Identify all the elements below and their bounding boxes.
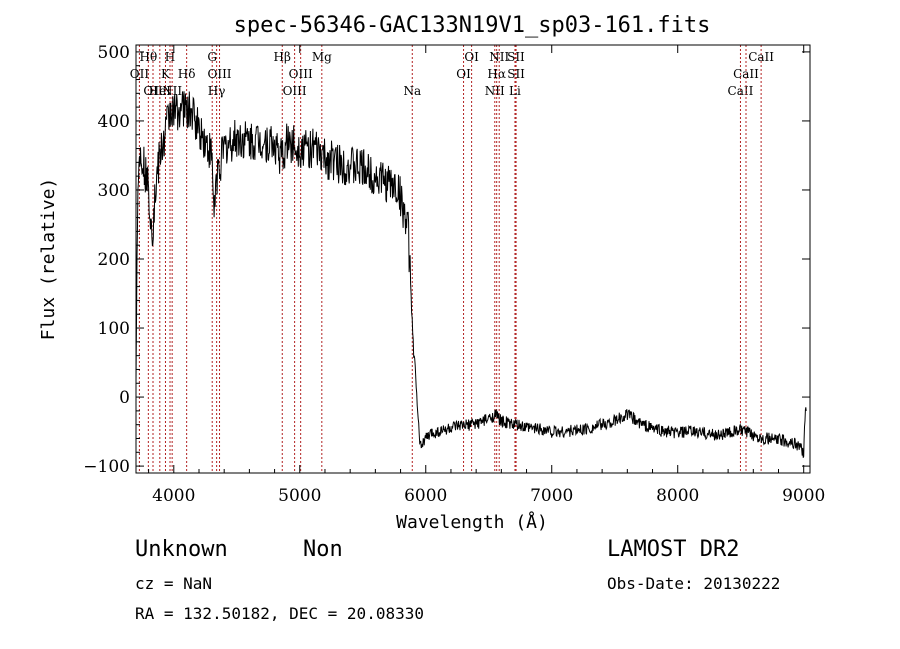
spectrum-line bbox=[135, 91, 807, 458]
line-label-24: CaII bbox=[728, 84, 754, 98]
survey-name: LAMOST DR2 bbox=[607, 537, 740, 562]
x-tick-label-5: 9000 bbox=[782, 486, 825, 506]
x-tick-label-1: 5000 bbox=[278, 486, 321, 506]
line-label-26: CaII bbox=[748, 50, 774, 64]
x-axis-label: Wavelength (Å) bbox=[396, 511, 548, 533]
x-tick-label-0: 4000 bbox=[152, 486, 195, 506]
line-label-18: NII bbox=[485, 84, 505, 98]
y-tick-label-5: 400 bbox=[98, 112, 130, 132]
x-tick-label-4: 8000 bbox=[656, 486, 699, 506]
y-axis-label: Flux (relative) bbox=[38, 178, 59, 341]
y-tick-label-2: 100 bbox=[98, 319, 130, 339]
line-label-16: OI bbox=[456, 67, 471, 81]
line-label-5: H bbox=[165, 50, 175, 64]
line-label-2: OII bbox=[143, 84, 163, 98]
line-label-22: SII bbox=[507, 67, 525, 81]
object-subclass: Non bbox=[303, 537, 343, 562]
line-label-6: NII bbox=[162, 84, 182, 98]
chart-title: spec-56346-GAC133N19V1_sp03-161.fits bbox=[234, 13, 711, 38]
object-class: Unknown bbox=[135, 537, 228, 562]
line-label-11: Hβ bbox=[274, 50, 291, 64]
line-label-4: K bbox=[161, 67, 171, 81]
x-tick-label-3: 7000 bbox=[530, 486, 573, 506]
emission-line-markers: OIIHθOIIHeIKHNIIHδGHγOIIIHβOIIIOIIIMgNaO… bbox=[130, 45, 774, 473]
line-label-20: NII bbox=[489, 50, 509, 64]
line-label-12: OIII bbox=[283, 84, 307, 98]
y-tick-label-3: 200 bbox=[98, 250, 130, 270]
line-label-15: Na bbox=[403, 84, 421, 98]
line-label-14: Mg bbox=[312, 50, 332, 64]
observation-date: Obs-Date: 20130222 bbox=[607, 574, 781, 593]
line-label-7: Hδ bbox=[178, 67, 196, 81]
line-label-8: G bbox=[207, 50, 217, 64]
line-label-0: OII bbox=[130, 67, 150, 81]
line-label-9: Hγ bbox=[208, 84, 226, 98]
sky-coordinates: RA = 132.50182, DEC = 20.08330 bbox=[135, 604, 424, 623]
line-label-25: CaII bbox=[733, 67, 759, 81]
line-label-19: Hα bbox=[487, 67, 506, 81]
x-tick-label-2: 6000 bbox=[404, 486, 447, 506]
plot-frame bbox=[135, 44, 811, 474]
line-label-10: OIII bbox=[207, 67, 231, 81]
y-axis-ticks: −100 0 100 200 300 400 500 bbox=[83, 43, 810, 477]
y-tick-label-6: 500 bbox=[98, 43, 130, 63]
y-tick-label-1: 0 bbox=[119, 388, 130, 408]
line-label-17: OI bbox=[464, 50, 479, 64]
redshift-cz: cz = NaN bbox=[135, 574, 213, 593]
y-tick-label-0: −100 bbox=[83, 457, 130, 477]
line-label-13: OIII bbox=[289, 67, 313, 81]
line-label-23: Li bbox=[509, 84, 521, 98]
x-axis-ticks: 4000 5000 6000 7000 8000 9000 bbox=[148, 45, 825, 506]
y-tick-label-4: 300 bbox=[98, 181, 130, 201]
